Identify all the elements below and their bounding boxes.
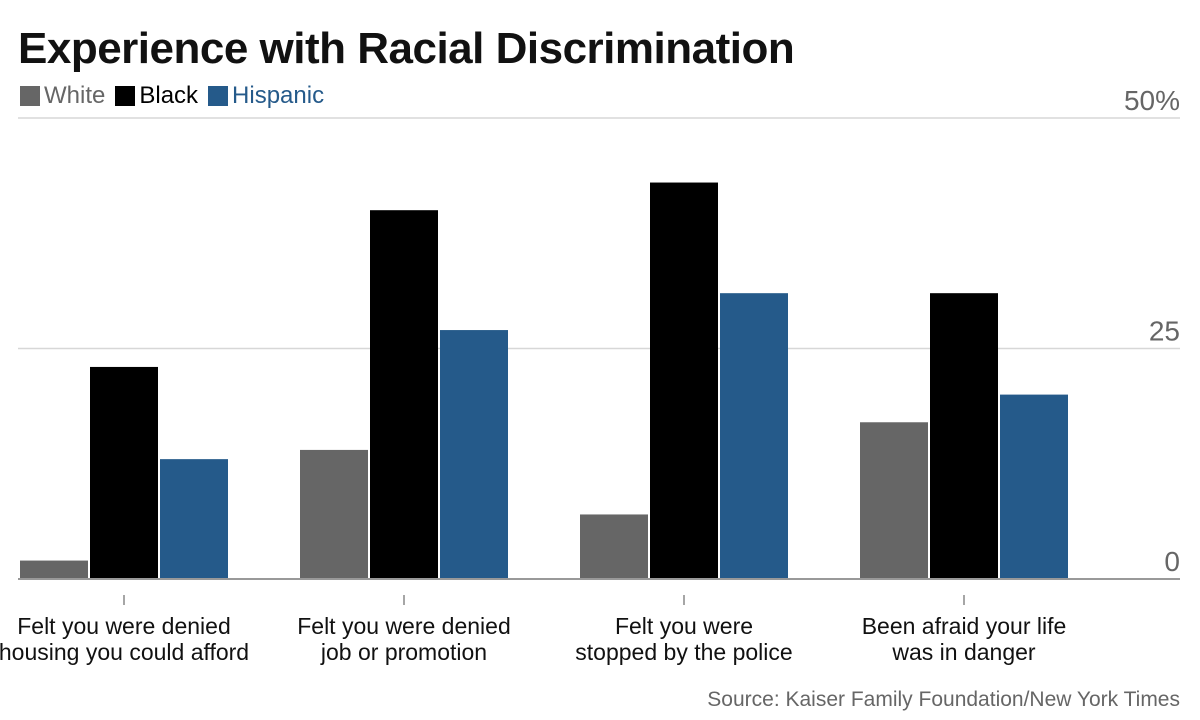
legend-swatch-white <box>20 86 40 106</box>
legend-swatch-black <box>115 86 136 106</box>
bar <box>930 293 998 579</box>
bar <box>650 182 718 580</box>
y-tick-label: 0 <box>1164 546 1180 577</box>
y-tick-label: 25 <box>1149 316 1180 347</box>
y-tick-label: 50% <box>1124 85 1180 116</box>
x-tick-label: Been afraid your life was in danger <box>862 613 1067 665</box>
bar <box>300 449 368 579</box>
x-tick-label: Felt you were stopped by the police <box>575 613 792 665</box>
bar <box>580 514 648 579</box>
x-tick-label: Felt you were denied job or promotion <box>297 613 511 665</box>
source-note: Source: Kaiser Family Foundation/New Yor… <box>707 688 1180 711</box>
bar <box>440 330 508 579</box>
bar <box>20 560 88 579</box>
legend-swatch-hispanic <box>208 86 229 106</box>
legend: White Black Hispanic <box>20 82 334 110</box>
legend-item-black: Black <box>115 82 198 110</box>
legend-label-black: Black <box>139 82 199 109</box>
legend-label-hispanic: Hispanic <box>232 82 325 109</box>
bar <box>860 422 928 579</box>
x-tick-label: Felt you were denied housing you could af… <box>0 613 249 665</box>
bar <box>1000 394 1068 579</box>
bar <box>370 210 438 579</box>
legend-label-white: White <box>44 82 106 109</box>
bar <box>160 459 228 579</box>
bar <box>720 293 788 579</box>
legend-item-white: White <box>20 82 105 110</box>
bar <box>90 366 158 579</box>
chart-title: Experience with Racial Discrimination <box>18 24 795 73</box>
legend-item-hispanic: Hispanic <box>208 82 324 110</box>
